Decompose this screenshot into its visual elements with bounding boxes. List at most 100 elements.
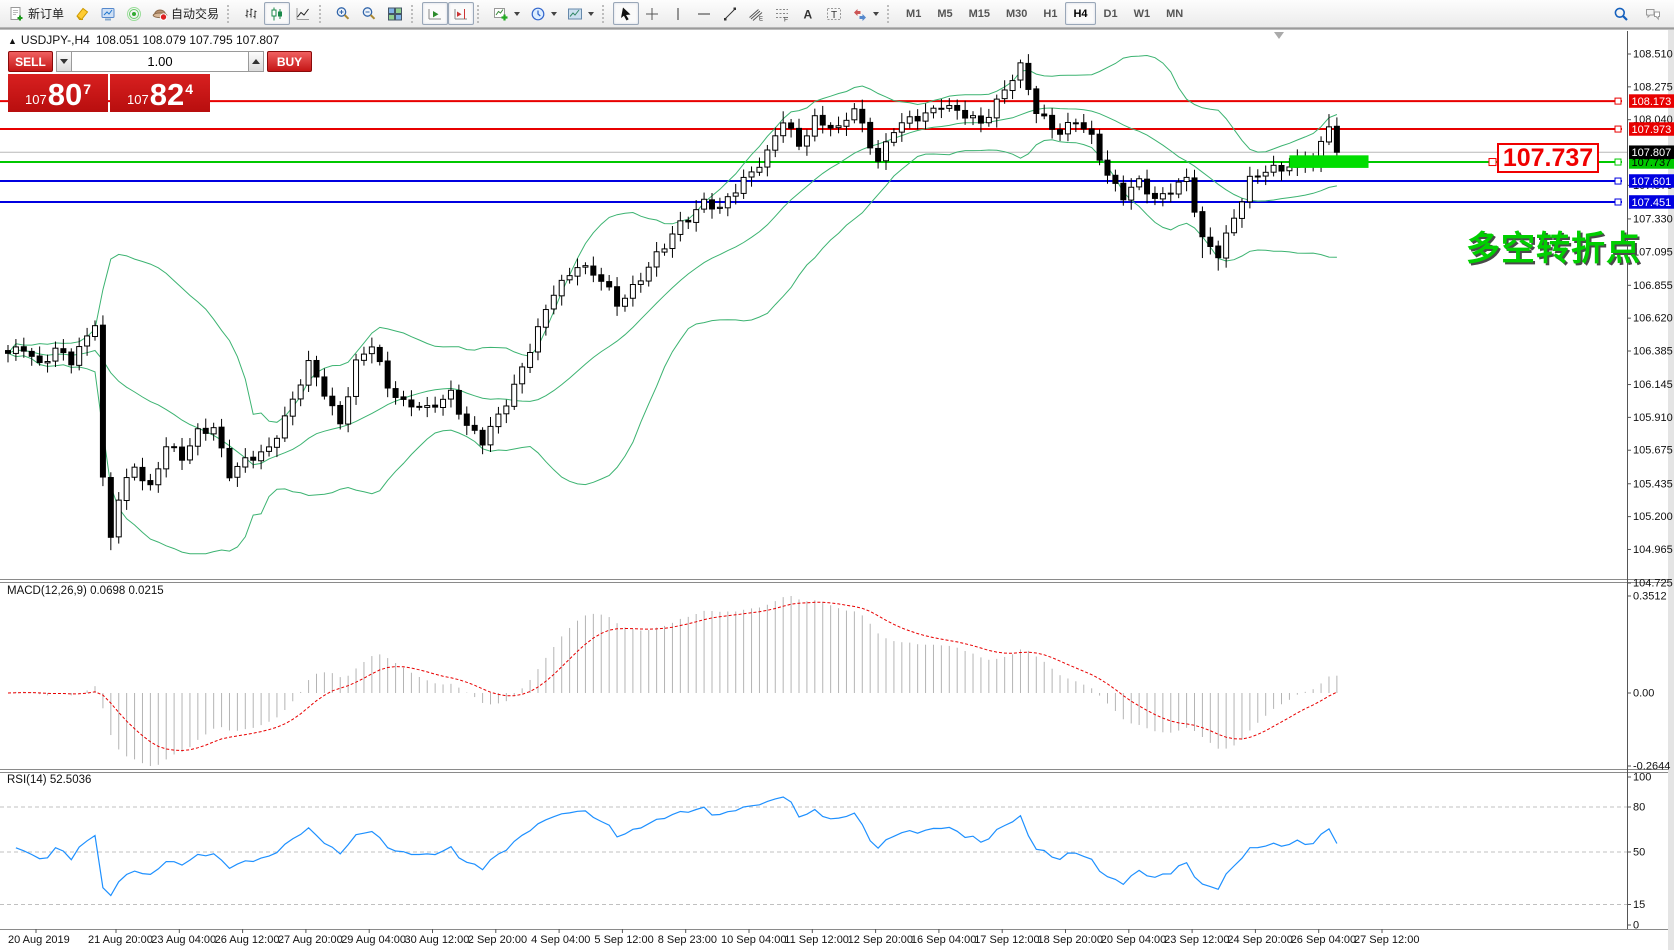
line-chart-button[interactable] bbox=[290, 2, 316, 25]
candle bbox=[1064, 112, 1071, 142]
timeframe-m30-button[interactable]: M30 bbox=[998, 2, 1035, 25]
svg-text:F: F bbox=[784, 16, 788, 22]
candle bbox=[1049, 108, 1056, 139]
candle bbox=[447, 380, 454, 408]
chart-shift-marker[interactable] bbox=[1274, 32, 1284, 39]
chart-shift-button[interactable] bbox=[448, 2, 475, 25]
price-tick-label: 106.855 bbox=[1633, 280, 1673, 292]
candle bbox=[977, 107, 984, 133]
timeframe-h4-button[interactable]: H4 bbox=[1065, 2, 1096, 25]
indicators-button[interactable] bbox=[488, 2, 525, 25]
candle bbox=[455, 384, 462, 420]
sell-button[interactable]: SELL bbox=[8, 51, 53, 72]
candle bbox=[250, 450, 257, 469]
trendline-button[interactable] bbox=[717, 2, 743, 25]
candle bbox=[360, 346, 367, 366]
candle bbox=[1246, 166, 1253, 209]
timeframe-m1-button[interactable]: M1 bbox=[898, 2, 929, 25]
candle bbox=[780, 111, 787, 143]
time-tick-label: 26 Sep 04:00 bbox=[1291, 934, 1356, 946]
auto-trading-button[interactable]: 自动交易 bbox=[147, 2, 224, 25]
sell-price-prefix: 107 bbox=[25, 92, 47, 107]
candle bbox=[273, 435, 280, 458]
candle bbox=[1175, 178, 1182, 199]
candle bbox=[558, 274, 565, 306]
search-button[interactable] bbox=[1608, 2, 1634, 25]
profiles-button[interactable] bbox=[95, 2, 121, 25]
price-line-label: 107.737 bbox=[1632, 157, 1672, 169]
time-tick-label: 5 Sep 12:00 bbox=[594, 934, 653, 946]
chat-button[interactable] bbox=[1640, 2, 1666, 25]
new-order-button[interactable]: 新订单 bbox=[4, 2, 69, 25]
vline-icon bbox=[670, 6, 686, 22]
volume-decrease-button[interactable] bbox=[56, 51, 72, 72]
buy-button[interactable]: BUY bbox=[267, 51, 312, 72]
price-line-label: 107.601 bbox=[1632, 176, 1672, 188]
signals-button[interactable] bbox=[121, 2, 147, 25]
text-button[interactable]: A bbox=[795, 2, 821, 25]
text-label-button[interactable]: T bbox=[821, 2, 847, 25]
price-tick-label: 106.385 bbox=[1633, 345, 1673, 357]
autotrade-icon bbox=[152, 6, 168, 22]
buy-price-display[interactable]: 107 82 4 bbox=[110, 74, 210, 112]
candle bbox=[1325, 114, 1332, 146]
candle bbox=[1128, 178, 1135, 210]
buy-price-main: 82 bbox=[149, 77, 185, 112]
candle bbox=[115, 492, 122, 544]
candle bbox=[487, 416, 494, 453]
rsi-tick-label: 0 bbox=[1633, 920, 1639, 932]
collapse-icon[interactable]: ▲ bbox=[8, 36, 17, 46]
zoom-in-button[interactable] bbox=[330, 2, 356, 25]
chart-annotation[interactable]: 多空转折点 bbox=[1466, 230, 1641, 268]
candle bbox=[693, 200, 700, 232]
periods-button[interactable] bbox=[525, 2, 562, 25]
sell-price-display[interactable]: 107 80 7 bbox=[8, 74, 108, 112]
horizontal-line-button[interactable] bbox=[691, 2, 717, 25]
tile-windows-icon bbox=[387, 6, 403, 22]
timeframe-mn-button[interactable]: MN bbox=[1158, 2, 1191, 25]
candle bbox=[258, 444, 265, 470]
timeframe-m15-button[interactable]: M15 bbox=[961, 2, 998, 25]
time-tick-label: 18 Sep 20:00 bbox=[1038, 934, 1103, 946]
candlestick-chart-button[interactable] bbox=[264, 2, 291, 25]
timeframe-h1-button[interactable]: H1 bbox=[1035, 2, 1065, 25]
shapes-icon bbox=[852, 6, 868, 22]
timeframe-m5-button[interactable]: M5 bbox=[929, 2, 960, 25]
rsi-pane bbox=[0, 796, 1627, 905]
price-tick-label: 105.200 bbox=[1633, 511, 1673, 523]
bar-chart-button[interactable] bbox=[238, 2, 264, 25]
zoom-out-button[interactable] bbox=[356, 2, 382, 25]
candle bbox=[851, 103, 858, 124]
candle bbox=[724, 193, 731, 217]
fibonacci-button[interactable]: F bbox=[769, 2, 795, 25]
highlight-zone[interactable] bbox=[1289, 155, 1369, 168]
eraser-button[interactable] bbox=[69, 2, 95, 25]
toolbar: 新订单 自动交易 E F A T M1 M5 M15 M30 H1 H4 D1 W1 MN bbox=[0, 0, 1674, 28]
volume-increase-button[interactable] bbox=[248, 51, 264, 72]
zoom-in-icon bbox=[335, 6, 351, 22]
channel-button[interactable]: E bbox=[743, 2, 769, 25]
arrows-button[interactable] bbox=[847, 2, 884, 25]
candle bbox=[1254, 169, 1261, 184]
rsi-axis: 100 80 50 15 0 bbox=[1627, 772, 1651, 932]
timeframe-w1-button[interactable]: W1 bbox=[1126, 2, 1159, 25]
candle bbox=[511, 374, 518, 410]
candle bbox=[669, 225, 676, 258]
price-callout[interactable]: 107.737 bbox=[1497, 143, 1599, 173]
timeframe-d1-button[interactable]: D1 bbox=[1096, 2, 1126, 25]
vertical-line-button[interactable] bbox=[665, 2, 691, 25]
candle bbox=[12, 339, 19, 361]
candle bbox=[1041, 104, 1048, 120]
crosshair-button[interactable] bbox=[639, 2, 665, 25]
new-order-icon bbox=[9, 6, 25, 22]
candle bbox=[471, 416, 478, 435]
cursor-button[interactable] bbox=[613, 2, 640, 25]
templates-button[interactable] bbox=[562, 2, 599, 25]
volume-input[interactable] bbox=[72, 51, 248, 72]
auto-scroll-button[interactable] bbox=[422, 2, 449, 25]
chart-canvas[interactable]: 108.510108.275108.040107.570107.330107.0… bbox=[0, 29, 1674, 950]
tile-windows-button[interactable] bbox=[382, 2, 408, 25]
candle bbox=[732, 183, 739, 205]
candle bbox=[653, 241, 660, 277]
price-tick-label: 105.675 bbox=[1633, 445, 1673, 457]
